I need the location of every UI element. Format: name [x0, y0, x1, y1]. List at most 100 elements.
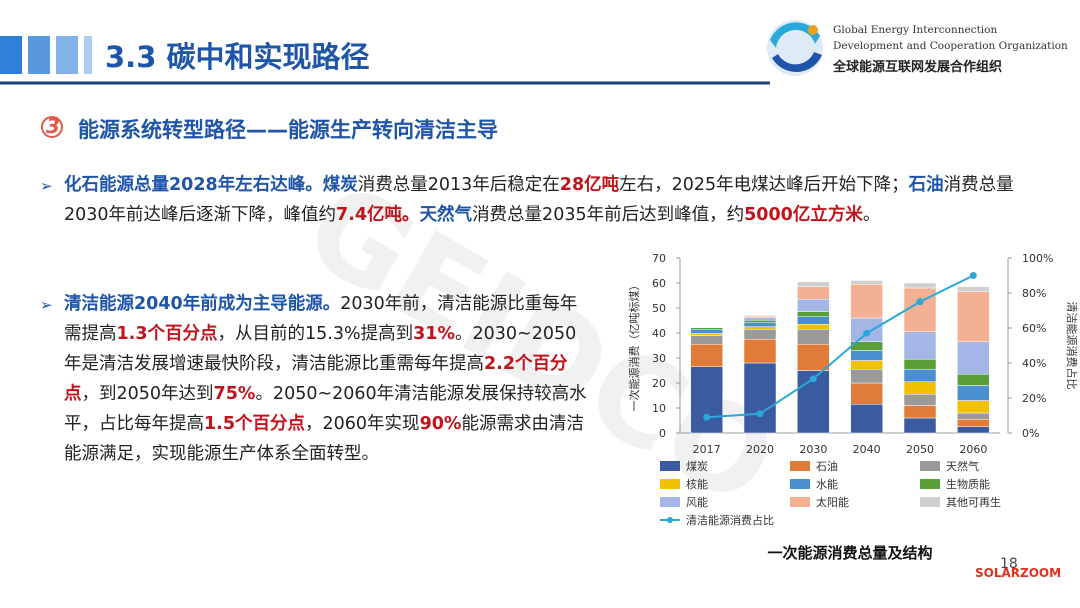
legend-label: 太阳能: [816, 495, 849, 509]
legend-swatch: [660, 479, 680, 489]
legend-label: 生物质能: [946, 477, 990, 491]
y-tick-label: 20: [652, 377, 666, 390]
y-tick-label: 10: [652, 402, 666, 415]
x-tick-label: 2030: [799, 443, 827, 456]
x-tick-label: 2050: [906, 443, 934, 456]
text-run: ，从目前的15.3%提高到: [217, 324, 414, 344]
bar-segment: [690, 344, 723, 367]
legend-swatch: [920, 497, 940, 507]
y2-tick-label: 100%: [1022, 252, 1053, 265]
text-run: 。2050~2060年清洁能源发展保持较高水平，占比每年提高: [64, 384, 587, 434]
bar-segment: [903, 331, 937, 360]
text-run: 1.3个百分点: [116, 324, 218, 344]
logo: [770, 22, 820, 48]
bar-segment: [797, 324, 830, 330]
bar-segment: [850, 382, 883, 405]
logo-text: Global Energy Interconnection: [833, 24, 998, 36]
text-run: 。2030~2050年是清洁发展增速最快阶段，清洁能源比重需每年提高: [64, 324, 577, 374]
bar-segment: [903, 417, 937, 434]
text-run: 消费总量2030年前达峰后逐渐下降，峰值约: [64, 175, 1014, 225]
y-axis-label: 一次能源消费（亿吨标煤）: [627, 280, 641, 412]
share-line: [706, 274, 974, 419]
legend-label: 风能: [686, 495, 708, 509]
y2-axis-label: 清洁能源消费占比: [1065, 302, 1079, 390]
legend-label: 天然气: [946, 459, 979, 473]
bar-segment: [743, 326, 777, 330]
bar-segment: [957, 291, 990, 342]
page-title: 3.3 碳中和实现路径: [105, 40, 370, 74]
logo: [772, 52, 822, 73]
bar-segment: [957, 419, 990, 427]
x-tick-label: 2060: [959, 443, 987, 456]
legend-label: 石油: [816, 459, 838, 473]
bar-segment: [903, 282, 937, 289]
y2-tick-label: 80%: [1022, 287, 1046, 300]
stripe: [0, 36, 22, 74]
bar-segment: [743, 329, 777, 340]
text-run: 能源需求由清洁能源满足，实现能源生产体系全面转型。: [64, 414, 584, 464]
text-run: 1.5个百分点: [204, 414, 306, 434]
share-point: [916, 298, 924, 306]
page-number: 18: [1000, 556, 1018, 572]
y-tick-label: 40: [652, 327, 666, 340]
text-run: 化石能源总量2028年左右达峰。: [64, 175, 323, 195]
bar-segment: [690, 326, 723, 328]
y-tick-label: 50: [652, 302, 666, 315]
text-run: 75%: [213, 384, 256, 404]
bar-segment: [957, 341, 990, 375]
bar-segment: [957, 286, 990, 292]
legend-swatch: [660, 461, 680, 471]
section-icon: [41, 116, 63, 138]
bar-segment: [743, 322, 777, 327]
bar-segment: [903, 359, 937, 370]
share-point: [863, 329, 871, 337]
bar-segment: [690, 333, 723, 336]
y-tick-label: 0: [659, 427, 666, 440]
bar-segment: [850, 284, 883, 319]
legend-label: 核能: [686, 477, 708, 491]
bullet-arrow: ➢: [40, 296, 53, 314]
text-run: 7.4亿吨。: [336, 205, 420, 225]
bar-segment: [957, 426, 990, 434]
bar-segment: [903, 381, 937, 395]
legend-label: 其他可再生: [946, 495, 1001, 509]
bar-segment: [903, 369, 937, 382]
text-run: 90%: [419, 414, 462, 434]
bar-segment: [903, 287, 937, 332]
bar-segment: [743, 317, 777, 321]
x-tick-label: 2040: [853, 443, 881, 456]
stripe: [28, 36, 50, 74]
text-run: 31%: [413, 324, 455, 344]
y-tick-label: 60: [652, 277, 666, 290]
bar-segment: [850, 350, 883, 361]
text-run: 清洁能源2040年前成为主导能源。: [64, 294, 341, 314]
text-run: 天然气: [419, 205, 473, 225]
bar-segment: [743, 320, 777, 323]
share-point: [703, 413, 711, 421]
y-tick-label: 70: [652, 252, 666, 265]
chart: 0102030405060700%20%40%60%80%100%一次能源消费（…: [627, 252, 1079, 562]
text-run: 2030年前，清洁能源比重每年需提高: [64, 294, 578, 344]
logo: [808, 25, 818, 35]
share-point: [809, 375, 817, 383]
bar-segment: [690, 329, 723, 334]
bar-segment: [797, 344, 830, 371]
x-tick-label: 2020: [746, 443, 774, 456]
legend-swatch: [790, 479, 810, 489]
y2-tick-label: 40%: [1022, 357, 1046, 370]
chart-title: 一次能源消费总量及结构: [767, 544, 932, 562]
text-run: 消费总量2013年后稳定在: [357, 175, 560, 195]
bar-segment: [850, 369, 883, 384]
bar-segment: [690, 327, 723, 330]
stripe: [56, 36, 78, 74]
bar-segment: [957, 385, 990, 401]
source-mark: SOLARZOOM: [975, 566, 1062, 580]
paragraph: 化石能源总量2028年左右达峰。煤炭消费总量2013年后稳定在28亿吨左右，20…: [64, 170, 1049, 230]
bar-segment: [850, 404, 883, 434]
text-run: 28亿吨: [559, 175, 620, 195]
y2-tick-label: 20%: [1022, 392, 1046, 405]
bar-segment: [797, 281, 830, 287]
logo-text: Development and Cooperation Organization: [833, 40, 1068, 52]
bar-segment: [690, 335, 723, 345]
text-run: 消费总量2035年前后达到峰值，约: [472, 205, 745, 225]
